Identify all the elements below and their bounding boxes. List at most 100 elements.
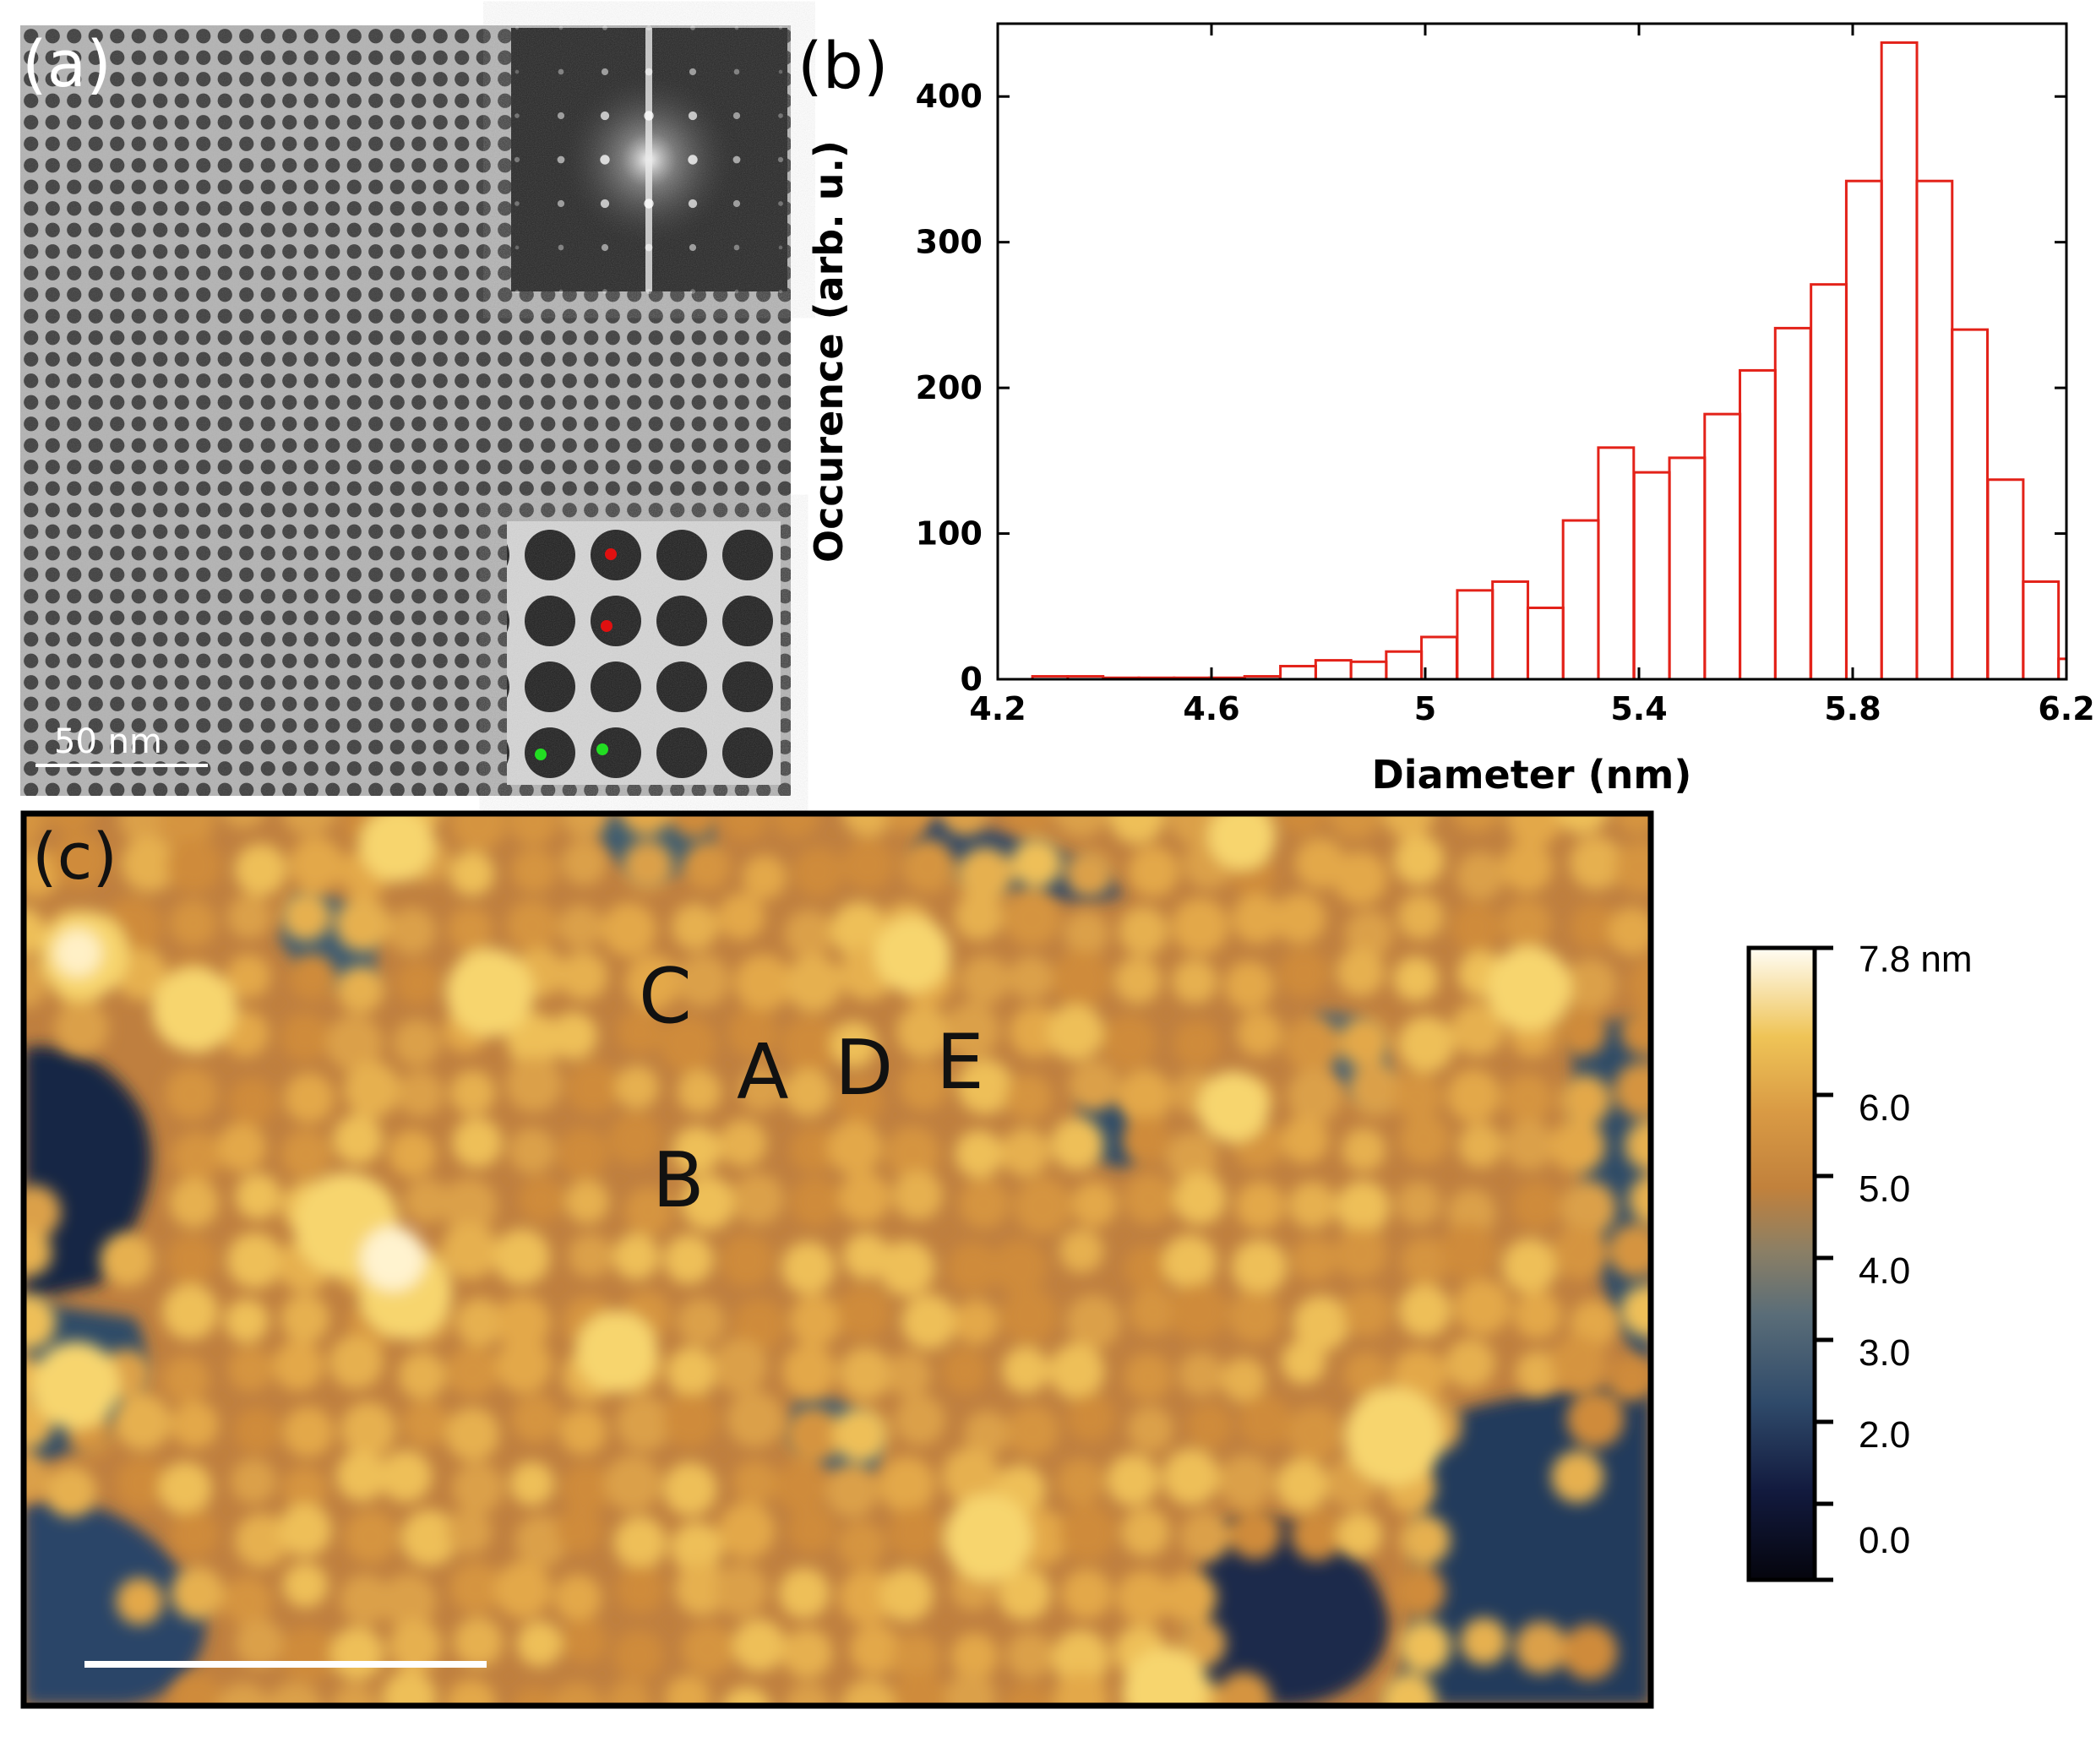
- afm-particle: [839, 1569, 895, 1625]
- afm-particle: [781, 1344, 836, 1398]
- afm-particle: [452, 1462, 504, 1514]
- afm-particle: [1166, 1131, 1218, 1184]
- afm-particle: [453, 1617, 504, 1668]
- afm-particle: [171, 1511, 219, 1559]
- afm-particle: [1124, 1245, 1170, 1291]
- afm-particle: [226, 1232, 283, 1289]
- afm-particle: [506, 1012, 561, 1067]
- afm-particle: [1451, 902, 1500, 952]
- afm-particle: [1614, 1062, 1651, 1119]
- afm-particle: [24, 906, 46, 956]
- afm-particle: [942, 1447, 999, 1505]
- afm-particle: [942, 1348, 988, 1394]
- afm-particle: [1501, 841, 1554, 893]
- afm-particle: [1162, 1234, 1217, 1290]
- fft-spot: [778, 113, 783, 118]
- fft-spot: [690, 25, 695, 30]
- afm-particle: [506, 900, 558, 951]
- afm-particle: [1505, 814, 1563, 847]
- afm-bright-particle: [152, 967, 237, 1052]
- afm-particle: [393, 1019, 441, 1067]
- afm-particle: [1551, 1451, 1604, 1503]
- afm-particle: [953, 1299, 999, 1345]
- afm-particle: [1401, 1237, 1449, 1285]
- afm-particle: [44, 814, 96, 833]
- histogram-bar: [1668, 456, 1707, 681]
- afm-particle: [335, 896, 390, 952]
- afm-particle: [1002, 1346, 1050, 1394]
- afm-particle: [1625, 1120, 1651, 1171]
- afm-particle: [664, 1675, 711, 1706]
- afm-particle: [331, 1684, 378, 1706]
- afm-particle: [660, 1015, 717, 1073]
- histogram-bar: [1314, 659, 1353, 681]
- afm-particle: [1446, 1069, 1501, 1123]
- afm-particle: [1071, 1181, 1118, 1228]
- afm-particle: [894, 1671, 947, 1706]
- afm-particle: [235, 1173, 281, 1220]
- colorbar-tick-label: 7.8 nm: [1859, 939, 1973, 980]
- afm-particle: [944, 1673, 997, 1706]
- afm-particle: [1503, 1073, 1554, 1124]
- afm-particle: [1005, 1074, 1053, 1121]
- afm-particle: [54, 1001, 109, 1056]
- afm-particle: [732, 1298, 785, 1351]
- afm-particle: [784, 1407, 842, 1464]
- afm-particle: [1514, 1621, 1567, 1674]
- afm-particle: [674, 1562, 728, 1616]
- afm-particle: [1014, 1177, 1071, 1235]
- afm-particle: [1284, 1015, 1341, 1073]
- panel-label-b: (b): [798, 28, 889, 103]
- afm-highlight: [361, 1227, 425, 1291]
- afm-particle: [495, 1337, 553, 1394]
- afm-particle: [1398, 1284, 1451, 1337]
- afm-particle: [1558, 1008, 1607, 1057]
- afm-particle: [441, 1178, 498, 1234]
- afm-particle: [842, 1233, 890, 1280]
- afm-particle: [1674, 1190, 1719, 1234]
- afm-particle: [449, 1070, 496, 1116]
- zoom-inset-noise: [507, 521, 781, 785]
- afm-particle: [1397, 1015, 1455, 1073]
- afm-particle: [1682, 950, 1730, 999]
- histogram-bar: [1456, 589, 1494, 681]
- afm-particle: [289, 836, 344, 892]
- afm-particle: [116, 1577, 163, 1625]
- afm-particle: [993, 1239, 1048, 1294]
- fft-spot: [732, 199, 741, 208]
- afm-particle: [554, 1574, 602, 1622]
- afm-bright-particle: [1198, 1071, 1269, 1142]
- afm-particle: [45, 1466, 97, 1517]
- afm-particle: [496, 1295, 551, 1350]
- afm-particle: [1113, 956, 1162, 1004]
- fft-spot: [557, 112, 565, 120]
- afm-particle: [336, 966, 384, 1014]
- afm-particle: [732, 1619, 786, 1672]
- afm-particle: [1010, 837, 1063, 889]
- zoom-lattice-inset: [507, 521, 781, 785]
- fft-spot: [732, 155, 741, 164]
- afm-particle: [340, 1402, 396, 1457]
- fft-spot: [778, 201, 783, 206]
- afm-particle: [1118, 1069, 1173, 1124]
- afm-particle: [1445, 1338, 1495, 1389]
- afm-particle: [617, 1009, 662, 1054]
- afm-particle: [781, 1015, 839, 1073]
- fft-spot: [779, 26, 782, 30]
- afm-particle: [1228, 1507, 1282, 1560]
- afm-particle: [721, 1234, 774, 1288]
- afm-particle: [607, 1680, 652, 1706]
- afm-particle: [1287, 1068, 1342, 1124]
- fft-spot: [557, 155, 565, 164]
- fft-spot: [515, 26, 519, 30]
- afm-particle: [781, 1627, 833, 1679]
- afm-particle: [879, 1240, 935, 1297]
- afm-particle: [382, 1670, 438, 1706]
- afm-particle: [281, 891, 331, 941]
- red-marker-dot: [605, 548, 617, 560]
- afm-particle: [1673, 1677, 1729, 1734]
- afm-particle: [1550, 1335, 1607, 1391]
- afm-particle: [1053, 1672, 1109, 1706]
- afm-particle: [727, 1008, 778, 1058]
- afm-marker-e: E: [936, 1018, 984, 1107]
